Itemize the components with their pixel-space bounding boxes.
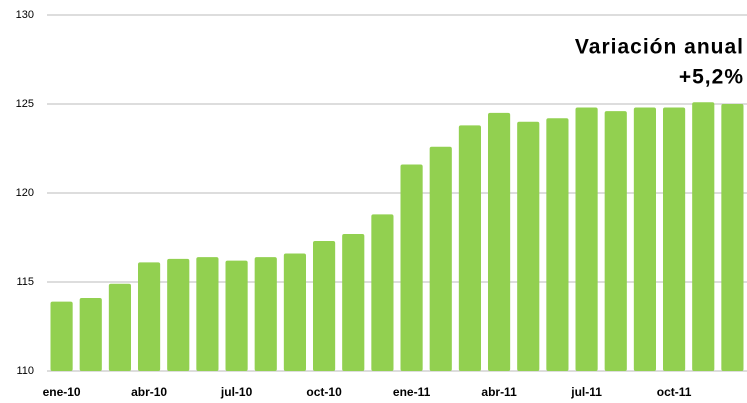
bar [517,121,540,371]
y-tick-label: 125 [16,98,34,110]
bar [663,107,686,371]
x-tick-label: ene-10 [43,385,81,399]
bar [488,112,511,372]
bar [225,260,248,371]
y-tick-label: 115 [16,276,34,288]
bar [429,146,452,371]
bar [400,164,423,371]
bar [108,283,131,371]
annotation: Variación anual [575,36,744,59]
bar [196,257,219,371]
bar [79,298,102,371]
bar [546,118,569,372]
x-tick-label: oct-10 [306,385,342,399]
bar [254,257,277,371]
bar [458,125,481,371]
bar [575,107,598,371]
bar [167,258,190,371]
x-tick-label: jul-11 [570,385,602,399]
bar [633,107,656,371]
x-tick-label: abr-11 [481,385,517,399]
x-tick-label: oct-11 [657,385,692,399]
bar [692,102,715,371]
bar [721,104,744,371]
y-tick-label: 120 [16,187,34,199]
bar [313,241,336,371]
y-tick-label: 110 [16,365,34,377]
x-tick-label: abr-10 [131,385,167,399]
bar [50,301,73,371]
bar [283,253,306,371]
bar [342,233,365,371]
bar [371,214,394,371]
annotation: +5,2% [679,66,744,89]
x-tick-label: ene-11 [393,385,431,399]
x-tick-label: jul-10 [220,385,253,399]
bar [604,111,627,372]
bar [138,262,161,371]
y-tick-label: 130 [16,9,34,21]
